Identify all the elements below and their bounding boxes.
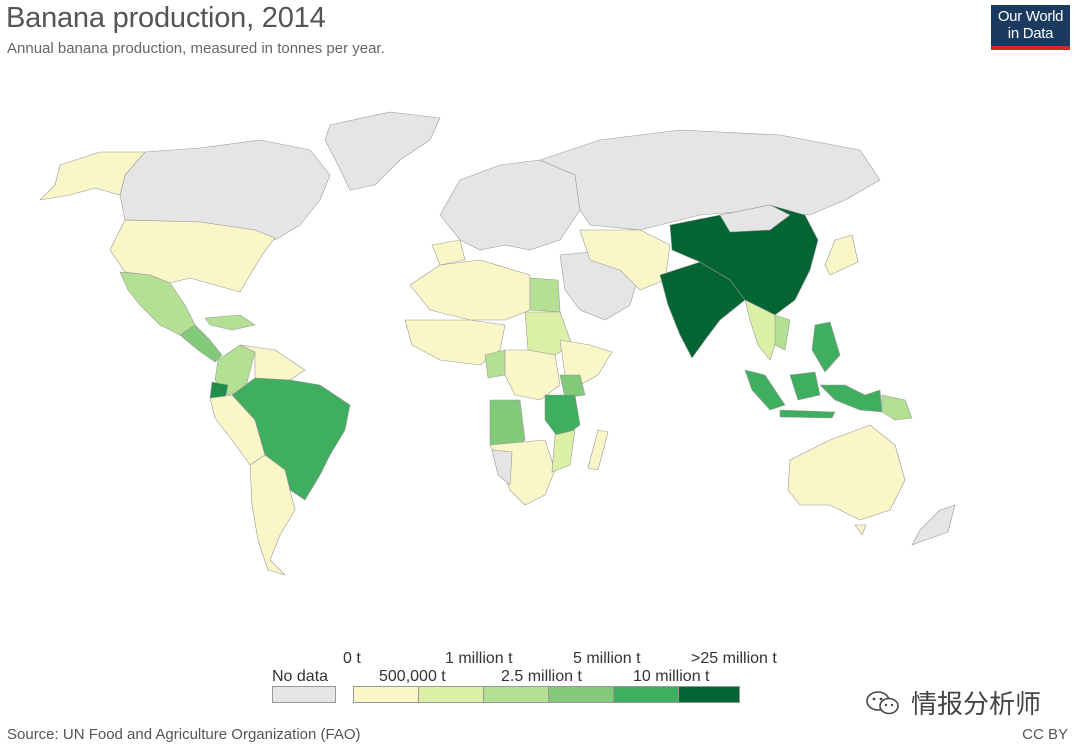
region-mongolia[interactable] [719,204,791,233]
region-namibia[interactable] [491,449,513,486]
logo-line-2: in Data [1007,25,1054,42]
region-indonesia-sumatra[interactable] [744,369,786,411]
legend-swatch-2 [483,686,549,703]
logo-line-1: Our World [997,8,1064,25]
region-alaska[interactable] [39,151,146,201]
watermark: 情报分析师 [865,684,1041,721]
region-papua-new-guinea[interactable] [881,394,913,421]
region-united-states[interactable] [109,219,276,293]
region-indonesia-java[interactable] [779,409,836,419]
legend-tick-2-5m: 2.5 million t [501,668,582,685]
region-europe[interactable] [439,159,581,251]
region-philippines[interactable] [811,321,841,373]
legend-tick-5m: 5 million t [573,650,641,667]
region-japan[interactable] [824,234,859,276]
region-indonesia-borneo[interactable] [789,371,821,401]
source-note: Source: UN Food and Agriculture Organiza… [7,726,361,743]
license-link[interactable]: CC BY [1022,726,1068,743]
region-australia[interactable] [787,424,906,521]
wechat-icon [866,690,899,714]
region-vietnam[interactable] [774,314,791,351]
legend-swatch-0 [353,686,419,703]
region-kenya-uganda[interactable] [559,374,586,399]
region-argentina-chile[interactable] [249,454,296,576]
region-iberia[interactable] [431,239,466,266]
legend-swatch-no-data [272,686,336,703]
region-cameroon[interactable] [484,349,506,379]
legend-swatch-5 [678,686,740,703]
region-new-zealand[interactable] [911,504,956,546]
region-indonesia-east[interactable] [819,384,883,413]
region-central-america[interactable] [179,324,223,363]
legend-swatch-3 [548,686,614,703]
region-central-asia[interactable] [579,229,671,291]
region-greenland[interactable] [324,111,441,191]
legend-tick-1m: 1 million t [445,650,513,667]
region-canada[interactable] [119,139,331,241]
region-north-africa[interactable] [409,259,531,321]
legend-tick-25m: >25 million t [691,650,777,667]
world-map [39,111,956,576]
region-russia[interactable] [539,129,881,231]
watermark-text: 情报分析师 [911,689,1042,719]
chart-subtitle: Annual banana production, measured in to… [7,40,385,57]
our-world-in-data-logo[interactable]: Our World in Data [991,5,1070,50]
region-caribbean[interactable] [204,314,256,331]
region-tasmania[interactable] [854,524,867,536]
legend-tick-0: 0 t [343,650,361,667]
chart-title: Banana production, 2014 [6,2,326,34]
legend-tick-500k: 500,000 t [379,668,446,685]
region-egypt[interactable] [529,277,561,313]
region-mexico[interactable] [119,271,196,336]
region-madagascar[interactable] [587,429,609,471]
legend-swatch-4 [613,686,679,703]
region-central-africa[interactable] [504,349,561,401]
legend-tick-10m: 10 million t [633,668,710,685]
logo-underline [991,46,1070,50]
legend-no-data-label: No data [272,668,329,685]
legend-swatch-1 [418,686,484,703]
region-mozambique[interactable] [551,429,576,473]
